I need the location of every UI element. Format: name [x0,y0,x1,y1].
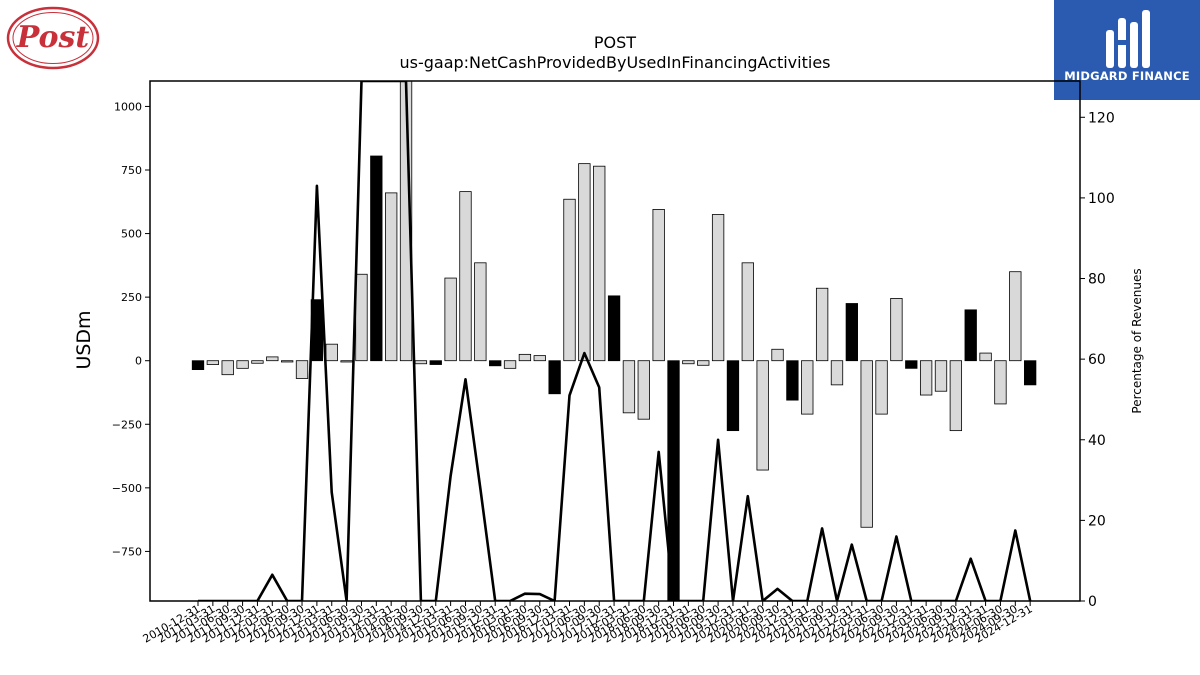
bar-2017-12-31 [607,295,621,362]
bar-2016-03-31 [503,360,517,369]
y2-tick-label: 20 [1088,513,1106,529]
bar-2011-03-31 [206,360,220,365]
bar-2022-12-31 [905,360,918,369]
bar-2015-09-30 [474,262,487,362]
bar-2023-06-30 [934,360,948,392]
bar-2014-03-31 [385,192,398,362]
bars-group [191,81,1037,601]
bar-2018-12-31 [667,360,680,601]
bar-2024-06-30 [994,360,1007,405]
bar-2015-03-31 [444,277,457,362]
y2-tick-label: 40 [1088,433,1106,449]
bar-2018-09-30 [652,209,665,362]
y2-tick-label: 60 [1088,352,1106,368]
y-tick-label: 500 [121,228,142,241]
bar-2011-09-30 [236,360,249,369]
chart-title: POST [593,33,637,52]
bar-2013-06-30 [340,360,353,363]
bar-2020-03-31 [741,262,754,362]
bar-2011-12-31 [251,360,264,364]
bar-2013-09-30 [355,273,368,362]
bar-2022-03-31 [860,360,873,528]
bar-2024-09-30 [1009,271,1022,362]
bar-2011-06-30 [221,360,234,376]
y2-tick-label: 0 [1088,594,1097,610]
bar-2012-06-30 [281,360,294,363]
line-group [198,81,1032,601]
y-tick-label: −250 [112,418,142,431]
y-tick-label: 750 [121,164,142,177]
bar-2021-09-30 [830,360,844,386]
bar-2019-03-31 [682,360,695,365]
bar-2020-12-31 [786,360,799,401]
y2-tick-label: 120 [1088,110,1115,126]
y2-tick-label: 80 [1088,272,1106,288]
post-logo: Post [6,6,100,70]
post-logo-text: Post [16,20,90,55]
bar-2024-12-31 [1024,360,1037,386]
bar-2016-06-30 [518,353,532,362]
y2-axis-label: Percentage of Revenues [1130,268,1144,414]
bar-2012-03-31 [266,356,279,362]
bar-2018-06-30 [637,360,650,420]
bar-2022-09-30 [890,298,903,362]
bar-2021-06-30 [815,287,829,362]
bar-2023-03-31 [919,360,933,396]
bar-2019-12-31 [726,360,740,432]
bar-2010-12-31 [191,360,205,371]
bar-2015-12-31 [489,360,502,367]
bar-2023-12-31 [964,309,977,362]
y-tick-label: −500 [112,482,142,495]
bar-2024-03-31 [979,352,992,362]
bar-2015-06-30 [459,191,472,362]
bar-2021-12-31 [845,303,858,362]
bar-2014-09-30 [414,360,428,365]
bar-2014-12-31 [429,360,442,365]
bar-2023-09-30 [949,360,963,432]
bar-2022-06-30 [875,360,888,415]
midgard-mark-icon [1106,10,1150,68]
bar-2017-03-31 [563,198,576,362]
y-tick-label: 250 [121,291,142,304]
bar-2021-03-31 [801,360,814,415]
bar-2019-06-30 [697,360,710,366]
y-axis-label: USDm [73,310,95,370]
plot-frame [149,80,1081,602]
bar-2012-09-30 [295,360,309,379]
chart-subtitle: us-gaap:NetCashProvidedByUsedInFinancing… [399,53,831,72]
midgard-logo-text: MIDGARD FINANCE [1064,69,1190,83]
bar-2016-12-31 [548,360,561,395]
bar-2013-03-31 [325,343,338,362]
bar-2014-06-30 [399,81,413,362]
bar-2019-09-30 [711,214,725,362]
percentage-of-revenues-line [198,81,1032,601]
midgard-finance-logo: MIDGARD FINANCE [1054,0,1200,100]
bar-2020-09-30 [771,348,784,362]
bar-2020-06-30 [756,360,769,471]
bar-2017-09-30 [593,165,606,362]
bar-2017-06-30 [578,163,591,362]
y2-tick-label: 100 [1088,191,1115,207]
bar-2018-03-31 [622,360,636,414]
bar-2013-12-31 [370,155,383,362]
y-tick-label: −750 [112,545,142,558]
bar-2016-09-30 [533,355,546,362]
y-tick-label: 1000 [114,100,142,113]
y-tick-label: 0 [135,355,142,368]
